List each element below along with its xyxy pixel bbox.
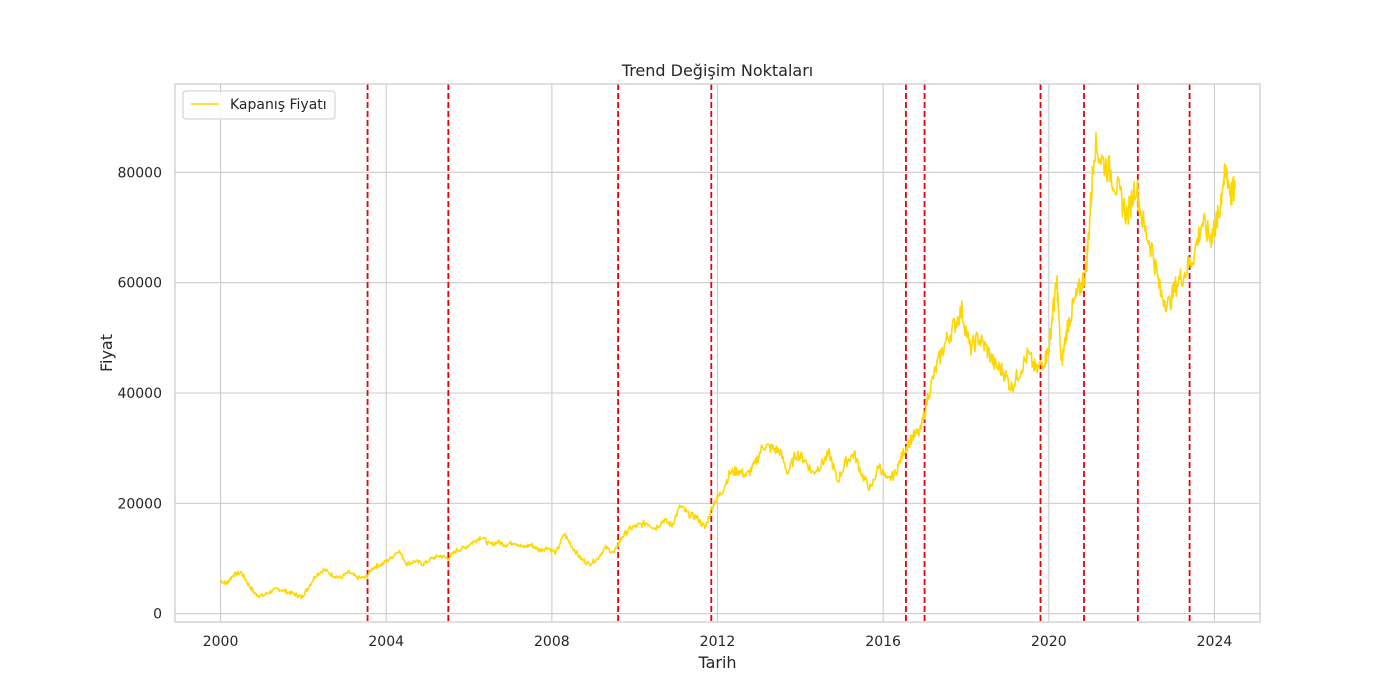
- chart-title: Trend Değişim Noktaları: [621, 61, 813, 80]
- plot-frame: [174, 83, 1261, 623]
- series-line-kapanis-fiyati: [220, 131, 1236, 600]
- y-tick-label: 0: [153, 607, 162, 623]
- x-tick-label: 2016: [865, 634, 901, 650]
- tick-labels: 2000 2004 2008 2012 2016 2020 2024 0 20000 40000 6…: [117, 165, 1232, 650]
- y-tick-label: 20000: [117, 496, 162, 512]
- x-tick-label: 2008: [534, 634, 570, 650]
- x-tick-label: 2004: [368, 634, 404, 650]
- x-axis-label: Tarih: [697, 653, 736, 672]
- series-layer: [220, 131, 1236, 600]
- x-tick-label: 2024: [1197, 634, 1233, 650]
- x-tick-label: 2000: [203, 634, 239, 650]
- y-tick-label: 60000: [117, 276, 162, 292]
- y-tick-label: 40000: [117, 386, 162, 402]
- legend-box: [182, 90, 336, 120]
- y-tick-label: 80000: [117, 165, 162, 181]
- x-tick-label: 2020: [1031, 634, 1067, 650]
- y-axis-label: Fiyat: [97, 334, 116, 372]
- legend: Kapanış Fiyatı: [182, 90, 336, 120]
- legend-label-kapanis-fiyati: Kapanış Fiyatı: [230, 97, 327, 113]
- x-tick-label: 2012: [700, 634, 736, 650]
